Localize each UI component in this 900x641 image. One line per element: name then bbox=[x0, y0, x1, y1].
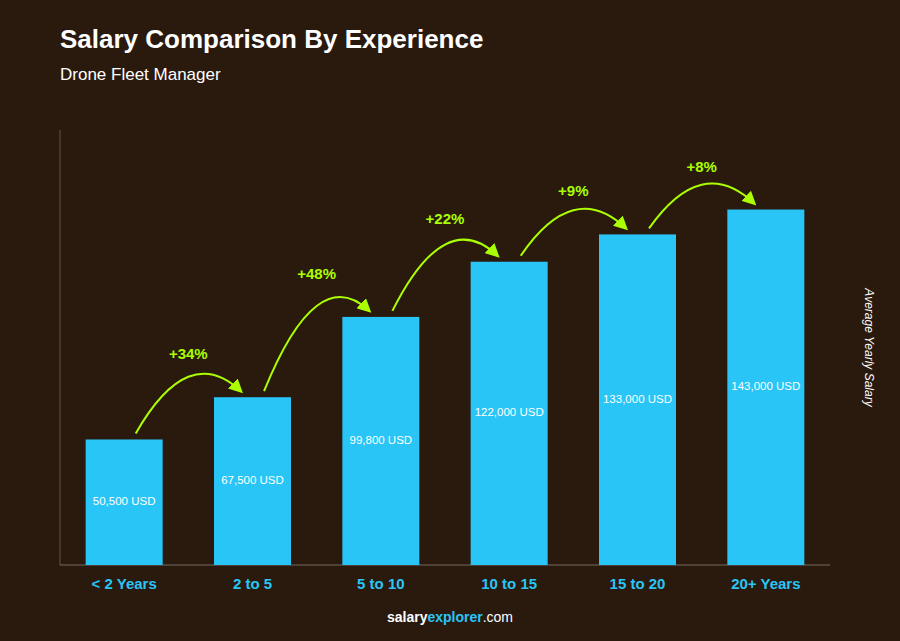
change-label: +34% bbox=[169, 345, 208, 362]
bar bbox=[599, 234, 676, 565]
chart-container: Salary Comparison By Experience Drone Fle… bbox=[0, 0, 900, 641]
bars bbox=[86, 210, 805, 565]
x-tick-label: < 2 Years bbox=[92, 575, 157, 592]
change-label: +8% bbox=[686, 158, 716, 175]
y-axis-line bbox=[60, 130, 61, 565]
x-tick-label: 20+ Years bbox=[731, 575, 800, 592]
change-label: +9% bbox=[558, 182, 588, 199]
x-tick-label: 2 to 5 bbox=[233, 575, 272, 592]
bar bbox=[214, 397, 291, 565]
change-arrow bbox=[649, 184, 754, 229]
background bbox=[0, 0, 900, 641]
subtitle: Drone Fleet Manager bbox=[60, 65, 221, 84]
data-label: 67,500 USD bbox=[221, 474, 284, 486]
x-tick-label: 5 to 10 bbox=[357, 575, 405, 592]
change-arrow bbox=[392, 240, 497, 311]
data-label: 99,800 USD bbox=[350, 434, 413, 446]
title: Salary Comparison By Experience bbox=[60, 24, 483, 54]
bar bbox=[342, 317, 419, 565]
bar bbox=[727, 210, 804, 565]
data-label: 133,000 USD bbox=[603, 393, 672, 405]
change-arrow bbox=[521, 209, 626, 256]
x-tick-label: 10 to 15 bbox=[481, 575, 537, 592]
footer: salary bbox=[387, 609, 428, 625]
change-arrow bbox=[136, 374, 241, 434]
bar bbox=[471, 262, 548, 565]
data-label: 143,000 USD bbox=[731, 380, 800, 392]
change-label: +22% bbox=[426, 210, 465, 227]
data-label: 122,000 USD bbox=[475, 406, 544, 418]
data-label: 50,500 USD bbox=[93, 495, 156, 507]
change-arrow bbox=[264, 297, 369, 391]
baseline bbox=[60, 565, 830, 566]
footer: .com bbox=[483, 609, 513, 625]
x-tick-label: 15 to 20 bbox=[610, 575, 666, 592]
footer: explorer bbox=[427, 609, 483, 625]
change-label: +48% bbox=[297, 265, 336, 282]
chart: Salary Comparison By Experience Drone Fle… bbox=[0, 0, 900, 641]
y-axis-label: Average Yearly Salary bbox=[862, 287, 876, 407]
bar bbox=[86, 439, 163, 565]
